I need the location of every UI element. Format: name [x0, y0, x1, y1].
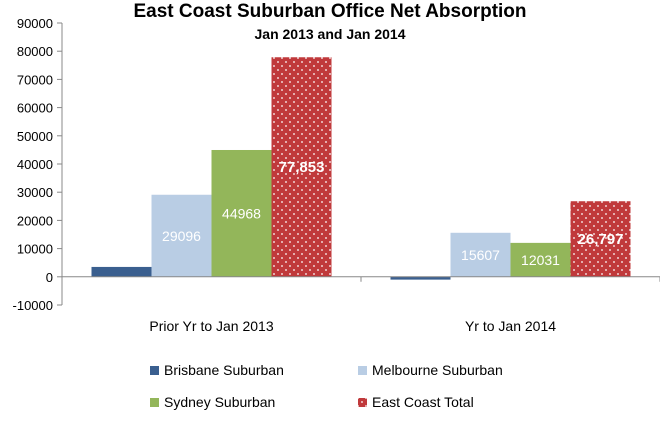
- bar: [450, 232, 511, 277]
- y-tick-label: 80000: [17, 44, 53, 59]
- x-category-label: Yr to Jan 2014: [465, 318, 556, 334]
- y-tick-label: 50000: [17, 129, 53, 144]
- legend-label: Brisbane Suburban: [164, 362, 284, 378]
- legend-swatch: [358, 366, 367, 375]
- chart-title: East Coast Suburban Office Net Absorptio…: [133, 1, 526, 22]
- x-axis: Prior Yr to Jan 2013 Yr to Jan 2014: [61, 276, 660, 334]
- y-tick-label: 40000: [17, 157, 53, 172]
- y-tick-label: 20000: [17, 213, 53, 228]
- bar-data-label: 44968: [222, 205, 261, 221]
- y-tick-label: 10000: [17, 242, 53, 257]
- bar: [151, 194, 212, 277]
- x-category-label: Prior Yr to Jan 2013: [149, 318, 273, 334]
- bar-data-label: 15607: [461, 247, 500, 263]
- bar: [510, 242, 571, 277]
- legend-swatch: [358, 398, 367, 407]
- legend-swatch: [150, 366, 159, 375]
- y-tick-label: 60000: [17, 101, 53, 116]
- legend-swatch: [150, 398, 159, 407]
- chart-subtitle: Jan 2013 and Jan 2014: [255, 26, 406, 42]
- y-tick-label: 90000: [17, 16, 53, 31]
- legend-label: Melbourne Suburban: [372, 362, 503, 378]
- bar: [390, 276, 451, 280]
- legend: Brisbane Suburban Melbourne Suburban Sydne…: [150, 362, 503, 410]
- bar-data-label: 29096: [162, 228, 201, 244]
- bar: [570, 201, 631, 277]
- legend-label: East Coast Total: [372, 394, 474, 410]
- y-axis: -10000 0 10000 20000 30000 40000 50000 60000 700…: [13, 16, 63, 313]
- y-tick-label: 70000: [17, 72, 53, 87]
- bar-data-label: 26,797: [578, 231, 624, 248]
- bar-data-label: 12031: [521, 252, 560, 268]
- bar: [91, 266, 152, 277]
- bar: [211, 149, 272, 277]
- legend-label: Sydney Suburban: [164, 394, 275, 410]
- y-tick-label: 0: [46, 270, 53, 285]
- y-tick-label: -10000: [13, 298, 53, 313]
- bar: [271, 57, 332, 277]
- y-tick-label: 30000: [17, 185, 53, 200]
- bar-data-label: 77,853: [279, 159, 325, 176]
- bars: 29096 44968 77,853 15607 12031 26,797: [91, 57, 631, 280]
